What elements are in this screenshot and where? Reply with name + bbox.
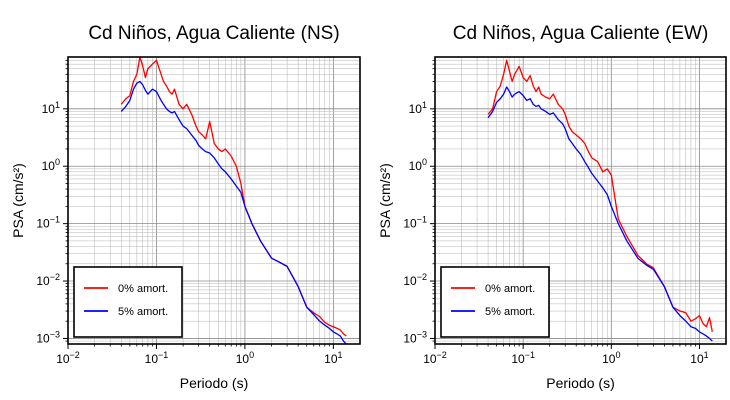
x-tick-label: 10−2 (56, 350, 80, 366)
x-tick-label: 10−1 (145, 350, 169, 366)
chart-title: Cd Niños, Agua Caliente (NS) (88, 23, 339, 44)
y-tick-label: 10−2 (403, 272, 427, 288)
legend: 0% amort. 5% amort. (73, 266, 183, 338)
x-tick-label: 101 (690, 350, 708, 366)
x-axis-label: Periodo (s) (180, 375, 248, 391)
x-axis-label: Periodo (s) (546, 375, 614, 391)
legend: 0% amort. 5% amort. (440, 266, 550, 338)
y-tick-label: 10−3 (36, 329, 60, 345)
y-tick-label: 100 (42, 157, 60, 173)
chart-panel-0: 10−2 10−1 100 101 10−3 10−2 10−1 100 101 Cd Niños… (10, 23, 361, 391)
y-tick-label: 101 (409, 100, 427, 116)
plot-frame (67, 56, 361, 345)
x-tick-label: 100 (236, 350, 254, 366)
y-axis-label: PSA (cm/s²) (377, 163, 393, 238)
series-line-0 (120, 56, 347, 337)
x-tick-label: 101 (324, 350, 342, 366)
series-line-0 (487, 59, 713, 333)
legend-label-0: 0% amort. (485, 283, 535, 295)
plot-frame (434, 56, 727, 345)
y-axis-label: PSA (cm/s²) (10, 163, 26, 238)
legend-box (440, 266, 550, 338)
y-tick-label: 10−1 (36, 215, 60, 231)
legend-label-1: 5% amort. (118, 306, 168, 318)
chart-panel-1: 10−2 10−1 100 101 10−3 10−2 10−1 100 101 Cd Niños… (377, 23, 727, 391)
x-tick-label: 10−2 (423, 350, 447, 366)
y-tick-label: 100 (409, 157, 427, 173)
legend-label-1: 5% amort. (485, 306, 535, 318)
y-tick-label: 10−3 (403, 329, 427, 345)
y-tick-label: 101 (42, 100, 60, 116)
chart-title: Cd Niños, Agua Caliente (EW) (453, 23, 709, 44)
series-line-1 (487, 86, 713, 342)
y-tick-label: 10−2 (36, 272, 60, 288)
legend-label-0: 0% amort. (118, 283, 168, 295)
legend-box (73, 266, 183, 338)
grid (67, 56, 361, 345)
y-tick-label: 10−1 (403, 215, 427, 231)
x-tick-label: 10−1 (511, 350, 535, 366)
x-tick-label: 100 (602, 350, 620, 366)
series-line-1 (120, 80, 347, 345)
